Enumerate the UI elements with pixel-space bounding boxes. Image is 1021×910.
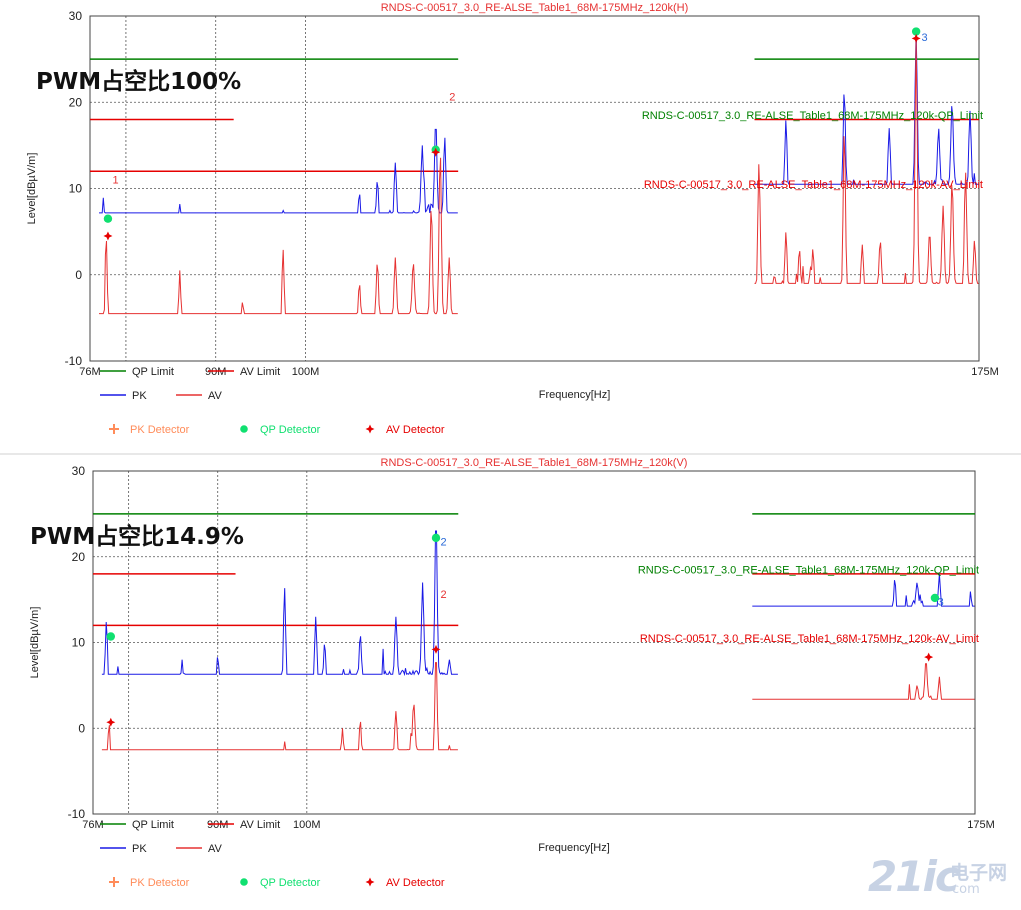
duty-cycle-title-100: PWM占空比100% <box>36 69 242 95</box>
legend-item-av: AV <box>176 843 223 855</box>
x-axis-label: Frequency[Hz] <box>538 842 610 854</box>
marker-label: 3 <box>922 32 928 44</box>
legend-item-pk-detector: PK Detector <box>109 424 190 436</box>
y-axis-label: Level[dBµV/m] <box>29 607 41 679</box>
legend-item-av-limit: AV Limit <box>208 366 280 378</box>
legend-swatch <box>365 877 375 887</box>
y-tick-label: 10 <box>69 182 83 196</box>
plot-frame <box>92 470 976 815</box>
legend-label: PK <box>132 843 147 855</box>
legend-label: PK Detector <box>130 877 190 889</box>
y-tick-label: 30 <box>72 464 86 478</box>
legend-label: QP Limit <box>132 366 174 378</box>
limit-label: RNDS-C-00517_3.0_RE-ALSE_Table1_68M-175M… <box>644 179 983 191</box>
y-tick-label: -10 <box>68 807 86 821</box>
chart-title: RNDS-C-00517_3.0_RE-ALSE_Table1_68M-175M… <box>381 2 689 14</box>
watermark-logo-text: 21ic <box>868 852 960 901</box>
legend-item-av-detector: AV Detector <box>365 424 445 436</box>
y-tick-label: 20 <box>69 95 83 109</box>
marker-label: 3 <box>938 597 944 609</box>
legend-label: PK <box>132 390 147 402</box>
x-axis-label: Frequency[Hz] <box>539 389 611 401</box>
legend-item-av: AV <box>176 390 223 402</box>
x-tick-label: 90M <box>205 366 226 378</box>
x-tick-label: 90M <box>207 819 228 831</box>
y-tick-label: 0 <box>75 268 82 282</box>
series-pk-line <box>99 28 979 214</box>
limit-label: RNDS-C-00517_3.0_RE-ALSE_Table1_68M-175M… <box>638 565 979 577</box>
y-tick-label: 0 <box>78 721 85 735</box>
x-tick-label: 100M <box>293 819 321 831</box>
av-detector-point <box>103 231 113 241</box>
legend-label: AV <box>208 390 223 402</box>
legend-item-pk: PK <box>100 390 147 402</box>
x-tick-label: 100M <box>292 366 320 378</box>
legend-label: AV Limit <box>240 819 280 831</box>
x-tick-label: 76M <box>82 819 103 831</box>
limit-label: RNDS-C-00517_3.0_RE-ALSE_Table1_68M-175M… <box>640 633 979 645</box>
y-tick-label: 10 <box>72 636 86 650</box>
legend-label: AV Limit <box>240 366 280 378</box>
av-detector-point <box>924 652 934 662</box>
legend-label: QP Detector <box>260 877 321 889</box>
emission-chart-vertical: RNDS-C-00517_3.0_RE-ALSE_Table1_68M-175M… <box>29 457 995 889</box>
legend-swatch <box>240 878 248 886</box>
av-detector-point <box>431 147 441 157</box>
qp-detector-point <box>930 593 940 603</box>
legend-item-qp-detector: QP Detector <box>240 877 321 889</box>
av-detector-point <box>106 717 116 727</box>
chart-panel-vertical: RNDS-C-00517_3.0_RE-ALSE_Table1_68M-175M… <box>0 455 1021 905</box>
legend-swatch <box>365 424 375 434</box>
series-av-line <box>99 37 979 315</box>
y-axis-label: Level[dBµV/m] <box>26 153 38 225</box>
y-tick-label: 20 <box>72 550 86 564</box>
chart-title: RNDS-C-00517_3.0_RE-ALSE_Table1_68M-175M… <box>381 457 688 469</box>
legend-label: AV <box>208 843 223 855</box>
legend-swatch <box>109 424 119 434</box>
x-tick-label: 76M <box>79 366 100 378</box>
x-tick-label: 175M <box>971 366 999 378</box>
legend-item-av-limit: AV Limit <box>208 819 280 831</box>
qp-detector-point <box>911 27 921 36</box>
y-tick-label: -10 <box>65 354 83 368</box>
legend-item-av-detector: AV Detector <box>365 877 445 889</box>
limit-label: RNDS-C-00517_3.0_RE-ALSE_Table1_68M-175M… <box>642 110 983 122</box>
qp-detector-point <box>103 214 113 223</box>
x-tick-label: 175M <box>967 819 995 831</box>
av-detector-point <box>911 33 921 43</box>
legend-label: AV Detector <box>386 877 445 889</box>
marker-label: 2 <box>440 537 446 549</box>
qp-detector-point <box>431 533 441 543</box>
legend-label: QP Detector <box>260 424 321 436</box>
chart-panel-horizontal: RNDS-C-00517_3.0_RE-ALSE_Table1_68M-175M… <box>26 2 999 436</box>
legend-item-qp-limit: QP Limit <box>100 819 174 831</box>
legend-item-pk: PK <box>100 843 147 855</box>
marker-label: 2 <box>440 589 446 601</box>
legend-label: QP Limit <box>132 819 174 831</box>
emission-chart-horizontal: RNDS-C-00517_3.0_RE-ALSE_Table1_68M-175M… <box>26 2 999 436</box>
legend-item-qp-detector: QP Detector <box>240 424 321 436</box>
plot-frame <box>89 15 980 362</box>
panel-divider <box>0 453 1021 455</box>
av-detector-point <box>431 644 441 654</box>
legend-label: AV Detector <box>386 424 445 436</box>
legend-swatch <box>240 425 248 433</box>
qp-detector-point <box>106 632 116 641</box>
site-watermark: 21ic 电子网 com <box>866 852 1016 902</box>
watermark-cn-text: 电子网 <box>950 862 1008 884</box>
marker-label: 1 <box>112 174 118 186</box>
legend-label: PK Detector <box>130 424 190 436</box>
y-tick-label: 30 <box>69 9 83 23</box>
legend-item-pk-detector: PK Detector <box>109 877 190 889</box>
series-av-line <box>101 662 975 751</box>
watermark-sub-text: com <box>952 882 980 897</box>
duty-cycle-title-14-9: PWM占空比14.9% <box>30 524 244 550</box>
marker-label: 2 <box>449 92 455 104</box>
legend-item-qp-limit: QP Limit <box>100 366 174 378</box>
legend-swatch <box>109 877 119 887</box>
